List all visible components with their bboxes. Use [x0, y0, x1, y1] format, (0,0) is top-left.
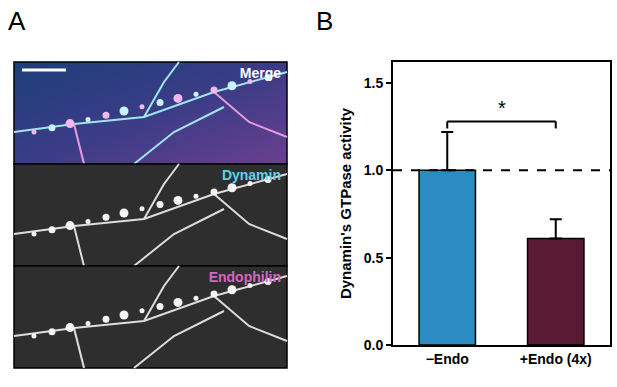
svg-text:Dynamin: Dynamin: [222, 167, 281, 183]
html-text:B: B: [316, 6, 334, 36]
svg-text:1.5: 1.5: [364, 75, 384, 91]
svg-text:−Endo: −Endo: [426, 351, 469, 367]
html-text:A: A: [8, 6, 26, 36]
svg-text:1.0: 1.0: [364, 162, 384, 178]
svg-text:Merge: Merge: [240, 65, 281, 81]
svg-text:*: *: [498, 97, 506, 119]
svg-text:Endophilin: Endophilin: [209, 269, 281, 285]
svg-text:Dynamin's GTPase activity: Dynamin's GTPase activity: [337, 107, 354, 299]
svg-text:0.5: 0.5: [364, 250, 384, 266]
svg-text:0.0: 0.0: [364, 337, 384, 353]
svg-text:+Endo (4x): +Endo (4x): [520, 351, 592, 367]
